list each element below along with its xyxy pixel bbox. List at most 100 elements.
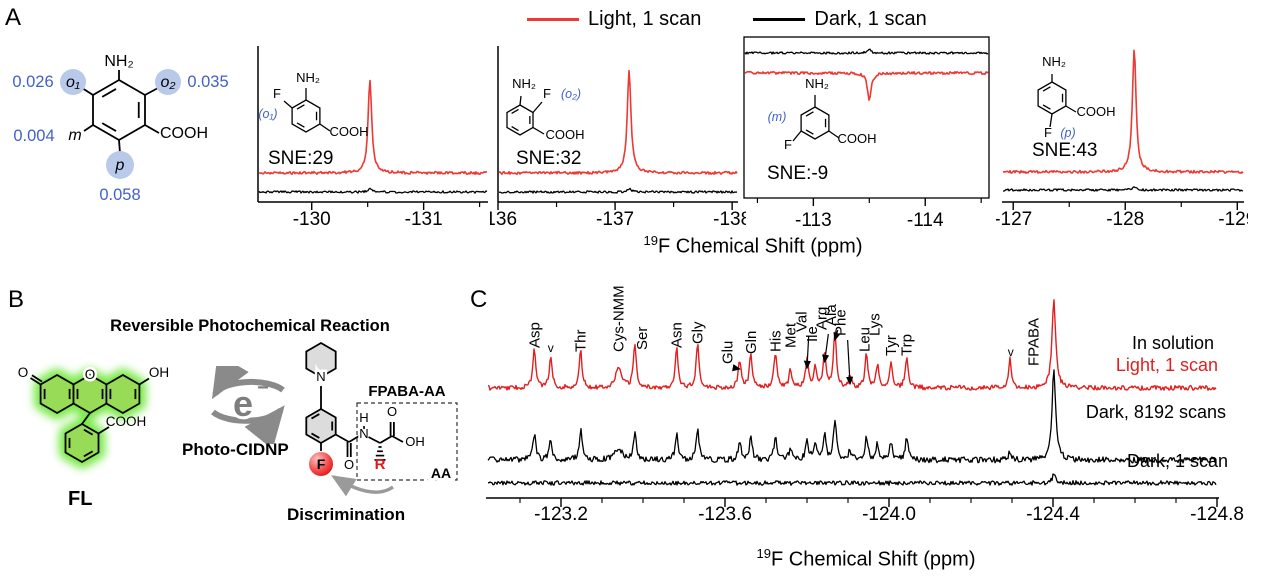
benzene-ring	[92, 78, 146, 142]
bond	[379, 435, 393, 444]
amino-acid-label: Gln	[743, 331, 760, 354]
impurity-mark: v	[1008, 345, 1014, 359]
bond	[311, 413, 320, 420]
bond	[511, 125, 519, 132]
light-trace	[1003, 49, 1244, 174]
fluorine-label: F	[273, 86, 281, 101]
bond	[1042, 86, 1051, 92]
panel-b-title: Reversible Photochemical Reaction	[110, 317, 390, 335]
legend-item-dark: Dark, 1 scan	[753, 8, 927, 31]
bond	[1065, 105, 1077, 113]
amino-acid-label: Glu	[719, 341, 736, 364]
panel-c-label: C	[470, 286, 488, 313]
tick-label: -123.2	[534, 504, 588, 525]
benzene-ring	[1037, 81, 1067, 115]
fluorescein-molecule: O O OH COOH	[18, 365, 169, 469]
bond	[101, 122, 117, 132]
bond	[144, 124, 160, 134]
position-label: (p)	[1060, 126, 1075, 140]
amino-acid-label: Met	[783, 322, 800, 348]
bond	[138, 377, 150, 386]
position-label: (o₁)	[258, 107, 277, 121]
tick-label: -127	[996, 209, 1032, 230]
amide-oxygen-label: O	[344, 457, 354, 472]
axis-title-text: F Chemical Shift (ppm)	[657, 235, 863, 258]
amino-acid-label: FPABA	[1025, 318, 1042, 366]
benzene-ring	[291, 99, 321, 133]
amino-acid-label: Lys	[867, 313, 884, 336]
peak-pointer-arrow	[803, 335, 811, 370]
tick-label: -124.8	[1190, 504, 1244, 525]
tick-label: -114	[907, 210, 944, 231]
amino-acid-label: Asn	[669, 322, 686, 348]
panel-b-label: B	[8, 286, 25, 313]
spectrum-o1-plot: -130 -131 SNE:29 NH₂ F COOH (o₁)	[257, 46, 488, 230]
legend-item-light: Light, 1 scan	[527, 8, 701, 31]
bond	[368, 436, 381, 444]
sne-value: SNE:-9	[767, 163, 828, 184]
tick-label: -124.0	[862, 504, 916, 525]
panel-a-axis-title: 19F Chemical Shift (ppm)	[558, 233, 948, 259]
bond	[391, 435, 404, 443]
discrimination-arrow	[331, 475, 394, 497]
position-highlight-circle	[155, 69, 181, 95]
bond	[792, 130, 802, 142]
amino-acid-label: Cys-NMM	[610, 286, 627, 352]
spectrum-c-plot: -123.2 -123.6 -124.0 -124.4 -124.8 Asp Thr Cys-…	[486, 286, 1244, 525]
position-label: (m)	[768, 110, 787, 124]
acid-label: COOH	[546, 127, 585, 142]
plot-frame	[743, 36, 990, 199]
position-label-p: p	[115, 157, 125, 174]
piperidine-nitrogen-label: N	[316, 369, 325, 384]
amino-acid-label: Thr	[573, 329, 590, 352]
bond	[532, 126, 545, 135]
hyperfine-molecule-diagram: NH₂ COOH o₁ 0.026 o₂ 0.035 m 0.004 p 0.058	[12, 53, 228, 204]
bond	[83, 428, 94, 436]
acid-oxygen-label: O	[387, 404, 397, 419]
acid-label: COOH	[838, 131, 877, 146]
ether-oxygen-label: O	[85, 367, 96, 382]
bond	[81, 412, 91, 425]
fluorine-sphere	[309, 452, 333, 476]
position-label-o1: o₁	[66, 74, 80, 91]
bond	[828, 130, 840, 139]
dark-1-scan-label: Dark, 1 scan	[1127, 451, 1228, 471]
fluorine-label: F	[1044, 125, 1052, 140]
bond	[1049, 113, 1053, 128]
position-label: (o₂)	[561, 87, 581, 101]
amine-label: NH₂	[296, 70, 320, 85]
bond	[31, 374, 43, 383]
light-trace	[487, 299, 1217, 391]
position-label-m: m	[68, 127, 81, 144]
hyperfine-value-p: 0.058	[99, 186, 140, 204]
bond	[511, 108, 519, 115]
legend: Light, 1 scan Dark, 1 scan	[527, 8, 927, 31]
sne-value: SNE:43	[1032, 140, 1097, 161]
amino-acid-label: Phe	[833, 309, 850, 336]
tick-label: -136	[490, 209, 517, 230]
benzene-ring	[39, 373, 75, 415]
piperidine-ring	[305, 341, 337, 379]
benzene-ring	[64, 422, 100, 464]
residue-label: R	[375, 456, 386, 473]
amino-acid-label: His	[767, 330, 784, 352]
hyperfine-value-m: 0.004	[13, 127, 54, 145]
bond	[532, 101, 543, 113]
light-trace	[259, 79, 487, 175]
tick-label: -123.6	[698, 504, 752, 525]
hyperfine-value-o1: 0.026	[12, 73, 53, 91]
peak-pointer-arrow	[822, 333, 830, 364]
acid-label: COOH	[330, 124, 369, 139]
spectrum-m-plot: -113 -114 SNE:-9 NH₂ F COOH (m)	[743, 36, 990, 231]
discrimination-label: Discrimination	[287, 505, 406, 524]
amine-label: NH₂	[805, 76, 829, 91]
bond	[805, 111, 814, 117]
fluorescein-label: FL	[68, 488, 93, 510]
hydroxyl-label: OH	[405, 434, 425, 449]
fluorine-label: F	[543, 86, 551, 101]
bond	[98, 426, 110, 435]
fpaba-aa-title: FPABA-AA	[368, 383, 445, 400]
legend-dark-label: Dark, 1 scan	[814, 8, 927, 30]
tick-label: -130	[293, 209, 331, 230]
